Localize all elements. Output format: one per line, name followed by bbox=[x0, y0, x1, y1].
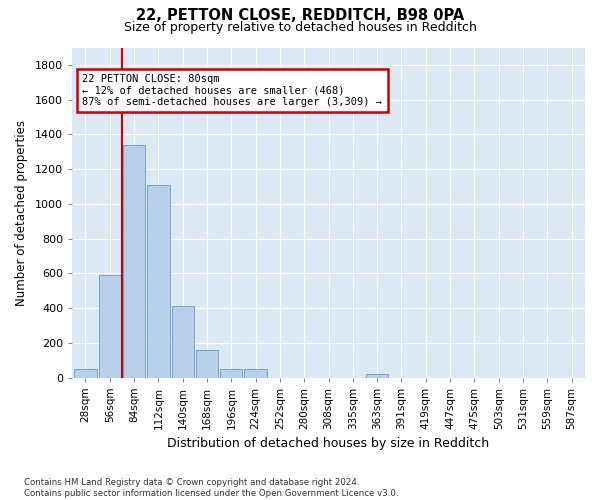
Y-axis label: Number of detached properties: Number of detached properties bbox=[15, 120, 28, 306]
Text: 22 PETTON CLOSE: 80sqm
← 12% of detached houses are smaller (468)
87% of semi-de: 22 PETTON CLOSE: 80sqm ← 12% of detached… bbox=[82, 74, 382, 107]
Text: 22, PETTON CLOSE, REDDITCH, B98 0PA: 22, PETTON CLOSE, REDDITCH, B98 0PA bbox=[136, 8, 464, 22]
X-axis label: Distribution of detached houses by size in Redditch: Distribution of detached houses by size … bbox=[167, 437, 490, 450]
Bar bbox=[123, 145, 145, 378]
Bar bbox=[147, 184, 170, 378]
Bar bbox=[220, 369, 242, 378]
Text: Size of property relative to detached houses in Redditch: Size of property relative to detached ho… bbox=[124, 21, 476, 34]
Bar bbox=[98, 275, 121, 378]
Bar bbox=[172, 306, 194, 378]
Text: Contains HM Land Registry data © Crown copyright and database right 2024.
Contai: Contains HM Land Registry data © Crown c… bbox=[24, 478, 398, 498]
Bar bbox=[366, 374, 388, 378]
Bar bbox=[196, 350, 218, 378]
Bar bbox=[74, 369, 97, 378]
Bar bbox=[244, 369, 267, 378]
